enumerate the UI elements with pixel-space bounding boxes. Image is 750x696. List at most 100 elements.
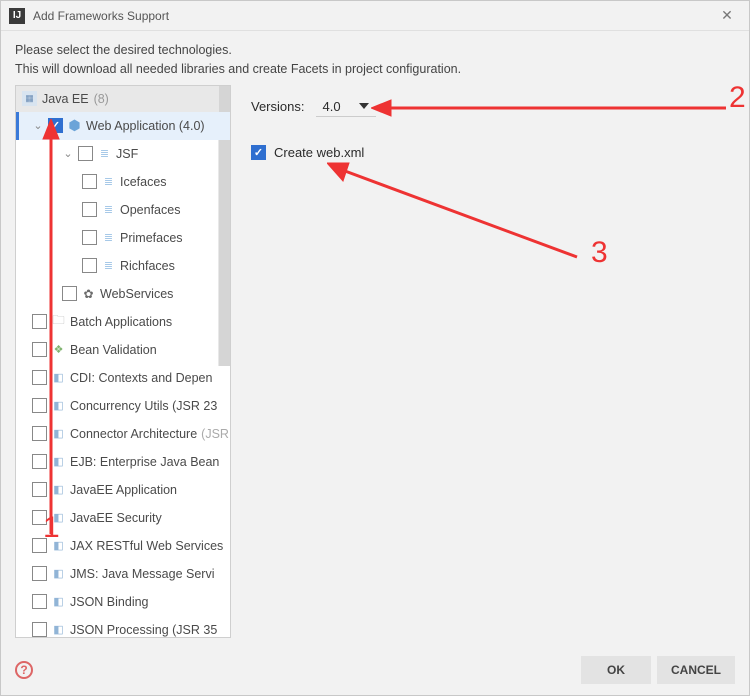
tree-item-webservices[interactable]: ✿ WebServices — [16, 280, 230, 308]
tree-item-label: JSON Processing (JSR 35 — [70, 623, 217, 637]
checkbox-icefaces[interactable] — [82, 174, 97, 189]
tree-item-jsf[interactable]: ⌄ ≣ JSF — [16, 140, 230, 168]
version-row: Versions: 4.0 — [251, 93, 723, 121]
javaee-icon: ▦ — [22, 91, 37, 106]
create-webxml-label: Create web.xml — [274, 145, 364, 160]
tree-item-primefaces[interactable]: ≣ Primefaces — [16, 224, 230, 252]
tree-item-javaee-app[interactable]: ◧ JavaEE Application — [16, 476, 230, 504]
generic-icon: ◧ — [51, 622, 66, 637]
generic-icon: ◧ — [51, 594, 66, 609]
tree-root-javaee[interactable]: ▦ Java EE (8) — [16, 86, 230, 112]
version-value: 4.0 — [322, 99, 340, 114]
checkbox-web-application[interactable]: ✓ — [48, 118, 63, 133]
bean-icon: ❖ — [51, 342, 66, 357]
frameworks-tree-panel: ▦ Java EE (8) ⌄ ✓ ⬢ Web Application (4.0… — [15, 85, 231, 638]
tree-item-label: JavaEE Security — [70, 511, 162, 525]
jsf-icon: ≣ — [101, 202, 116, 217]
create-webxml-row: ✓ Create web.xml — [251, 145, 723, 160]
help-icon[interactable]: ? — [15, 661, 33, 679]
titlebar: IJ Add Frameworks Support ✕ — [1, 1, 749, 31]
tree-item-label: Primefaces — [120, 231, 183, 245]
checkbox-webservices[interactable] — [62, 286, 77, 301]
web-icon: ⬢ — [67, 118, 82, 133]
dialog-footer: ? OK CANCEL — [1, 645, 749, 695]
generic-icon: ◧ — [51, 566, 66, 581]
versions-label: Versions: — [251, 99, 304, 114]
chevron-down-icon — [359, 103, 369, 109]
tree-item-jms[interactable]: ◧ JMS: Java Message Servi — [16, 560, 230, 588]
tree-item-label: JavaEE Application — [70, 483, 177, 497]
tree-item-label: Connector Architecture — [70, 427, 197, 441]
generic-icon: ◧ — [51, 370, 66, 385]
tree-item-concurrency[interactable]: ◧ Concurrency Utils (JSR 23 — [16, 392, 230, 420]
tree-item-label: CDI: Contexts and Depen — [70, 371, 212, 385]
tree-item-label: Concurrency Utils (JSR 23 — [70, 399, 217, 413]
tree-item-label: Bean Validation — [70, 343, 157, 357]
folder-icon: 🗀 — [51, 314, 66, 329]
ok-button[interactable]: OK — [581, 656, 651, 684]
tree-item-connector[interactable]: ◧ Connector Architecture (JSR 322) — [16, 420, 230, 448]
close-icon[interactable]: ✕ — [713, 7, 741, 24]
tree-item-ejb[interactable]: ◧ EJB: Enterprise Java Bean — [16, 448, 230, 476]
tree-item-label: JMS: Java Message Servi — [70, 567, 215, 581]
jsf-icon: ≣ — [101, 174, 116, 189]
tree-item-jsonp[interactable]: ◧ JSON Processing (JSR 35 — [16, 616, 230, 638]
tree-item-label: Icefaces — [120, 175, 167, 189]
checkbox-connector[interactable] — [32, 426, 47, 441]
version-dropdown[interactable]: 4.0 — [316, 97, 376, 117]
config-panel: Versions: 4.0 ✓ Create web.xml — [231, 85, 735, 638]
checkbox-primefaces[interactable] — [82, 230, 97, 245]
checkbox-create-webxml[interactable]: ✓ — [251, 145, 266, 160]
checkbox-batch[interactable] — [32, 314, 47, 329]
main-area: ▦ Java EE (8) ⌄ ✓ ⬢ Web Application (4.0… — [1, 85, 749, 638]
annotation-number-3: 3 — [591, 236, 608, 270]
tree-item-cdi[interactable]: ◧ CDI: Contexts and Depen — [16, 364, 230, 392]
tree-item-openfaces[interactable]: ≣ Openfaces — [16, 196, 230, 224]
tree-item-richfaces[interactable]: ≣ Richfaces — [16, 252, 230, 280]
gear-icon: ✿ — [81, 286, 96, 301]
tree-item-label: Openfaces — [120, 203, 180, 217]
checkbox-javaee-app[interactable] — [32, 482, 47, 497]
tree-item-bean[interactable]: ❖ Bean Validation — [16, 336, 230, 364]
annotation-number-2: 2 — [729, 81, 746, 115]
checkbox-ejb[interactable] — [32, 454, 47, 469]
tree-item-label: JSF — [116, 147, 138, 161]
instruction-line-2: This will download all needed libraries … — [15, 60, 735, 79]
tree-item-label: Richfaces — [120, 259, 175, 273]
tree-item-suffix: (JSR 322) — [201, 427, 231, 441]
tree-item-label: JSON Binding — [70, 595, 149, 609]
checkbox-concurrency[interactable] — [32, 398, 47, 413]
tree-item-web-application[interactable]: ⌄ ✓ ⬢ Web Application (4.0) — [16, 112, 230, 140]
checkbox-openfaces[interactable] — [82, 202, 97, 217]
checkbox-jsonb[interactable] — [32, 594, 47, 609]
jsf-icon: ≣ — [97, 146, 112, 161]
checkbox-jms[interactable] — [32, 566, 47, 581]
checkbox-jsf[interactable] — [78, 146, 93, 161]
expander-icon[interactable]: ⌄ — [32, 119, 44, 132]
checkbox-bean[interactable] — [32, 342, 47, 357]
tree-item-label: EJB: Enterprise Java Bean — [70, 455, 219, 469]
tree-item-label: Web Application (4.0) — [86, 119, 205, 133]
cancel-button[interactable]: CANCEL — [657, 656, 735, 684]
generic-icon: ◧ — [51, 398, 66, 413]
instructions: Please select the desired technologies. … — [1, 31, 749, 85]
checkbox-jsonp[interactable] — [32, 622, 47, 637]
tree-root-label: Java EE — [42, 92, 89, 106]
tree-item-label: WebServices — [100, 287, 173, 301]
tree-root-count: (8) — [94, 92, 109, 106]
dialog-title: Add Frameworks Support — [33, 9, 713, 23]
expander-icon[interactable]: ⌄ — [62, 147, 74, 160]
generic-icon: ◧ — [51, 426, 66, 441]
tree-item-label: Batch Applications — [70, 315, 172, 329]
instruction-line-1: Please select the desired technologies. — [15, 41, 735, 60]
checkbox-cdi[interactable] — [32, 370, 47, 385]
tree-item-icefaces[interactable]: ≣ Icefaces — [16, 168, 230, 196]
tree-item-label: JAX RESTful Web Services — [70, 539, 223, 553]
app-icon: IJ — [9, 8, 25, 24]
tree-item-batch[interactable]: 🗀 Batch Applications — [16, 308, 230, 336]
jsf-icon: ≣ — [101, 258, 116, 273]
tree-item-jsonb[interactable]: ◧ JSON Binding — [16, 588, 230, 616]
annotation-number-1: 1 — [43, 511, 60, 545]
generic-icon: ◧ — [51, 482, 66, 497]
checkbox-richfaces[interactable] — [82, 258, 97, 273]
